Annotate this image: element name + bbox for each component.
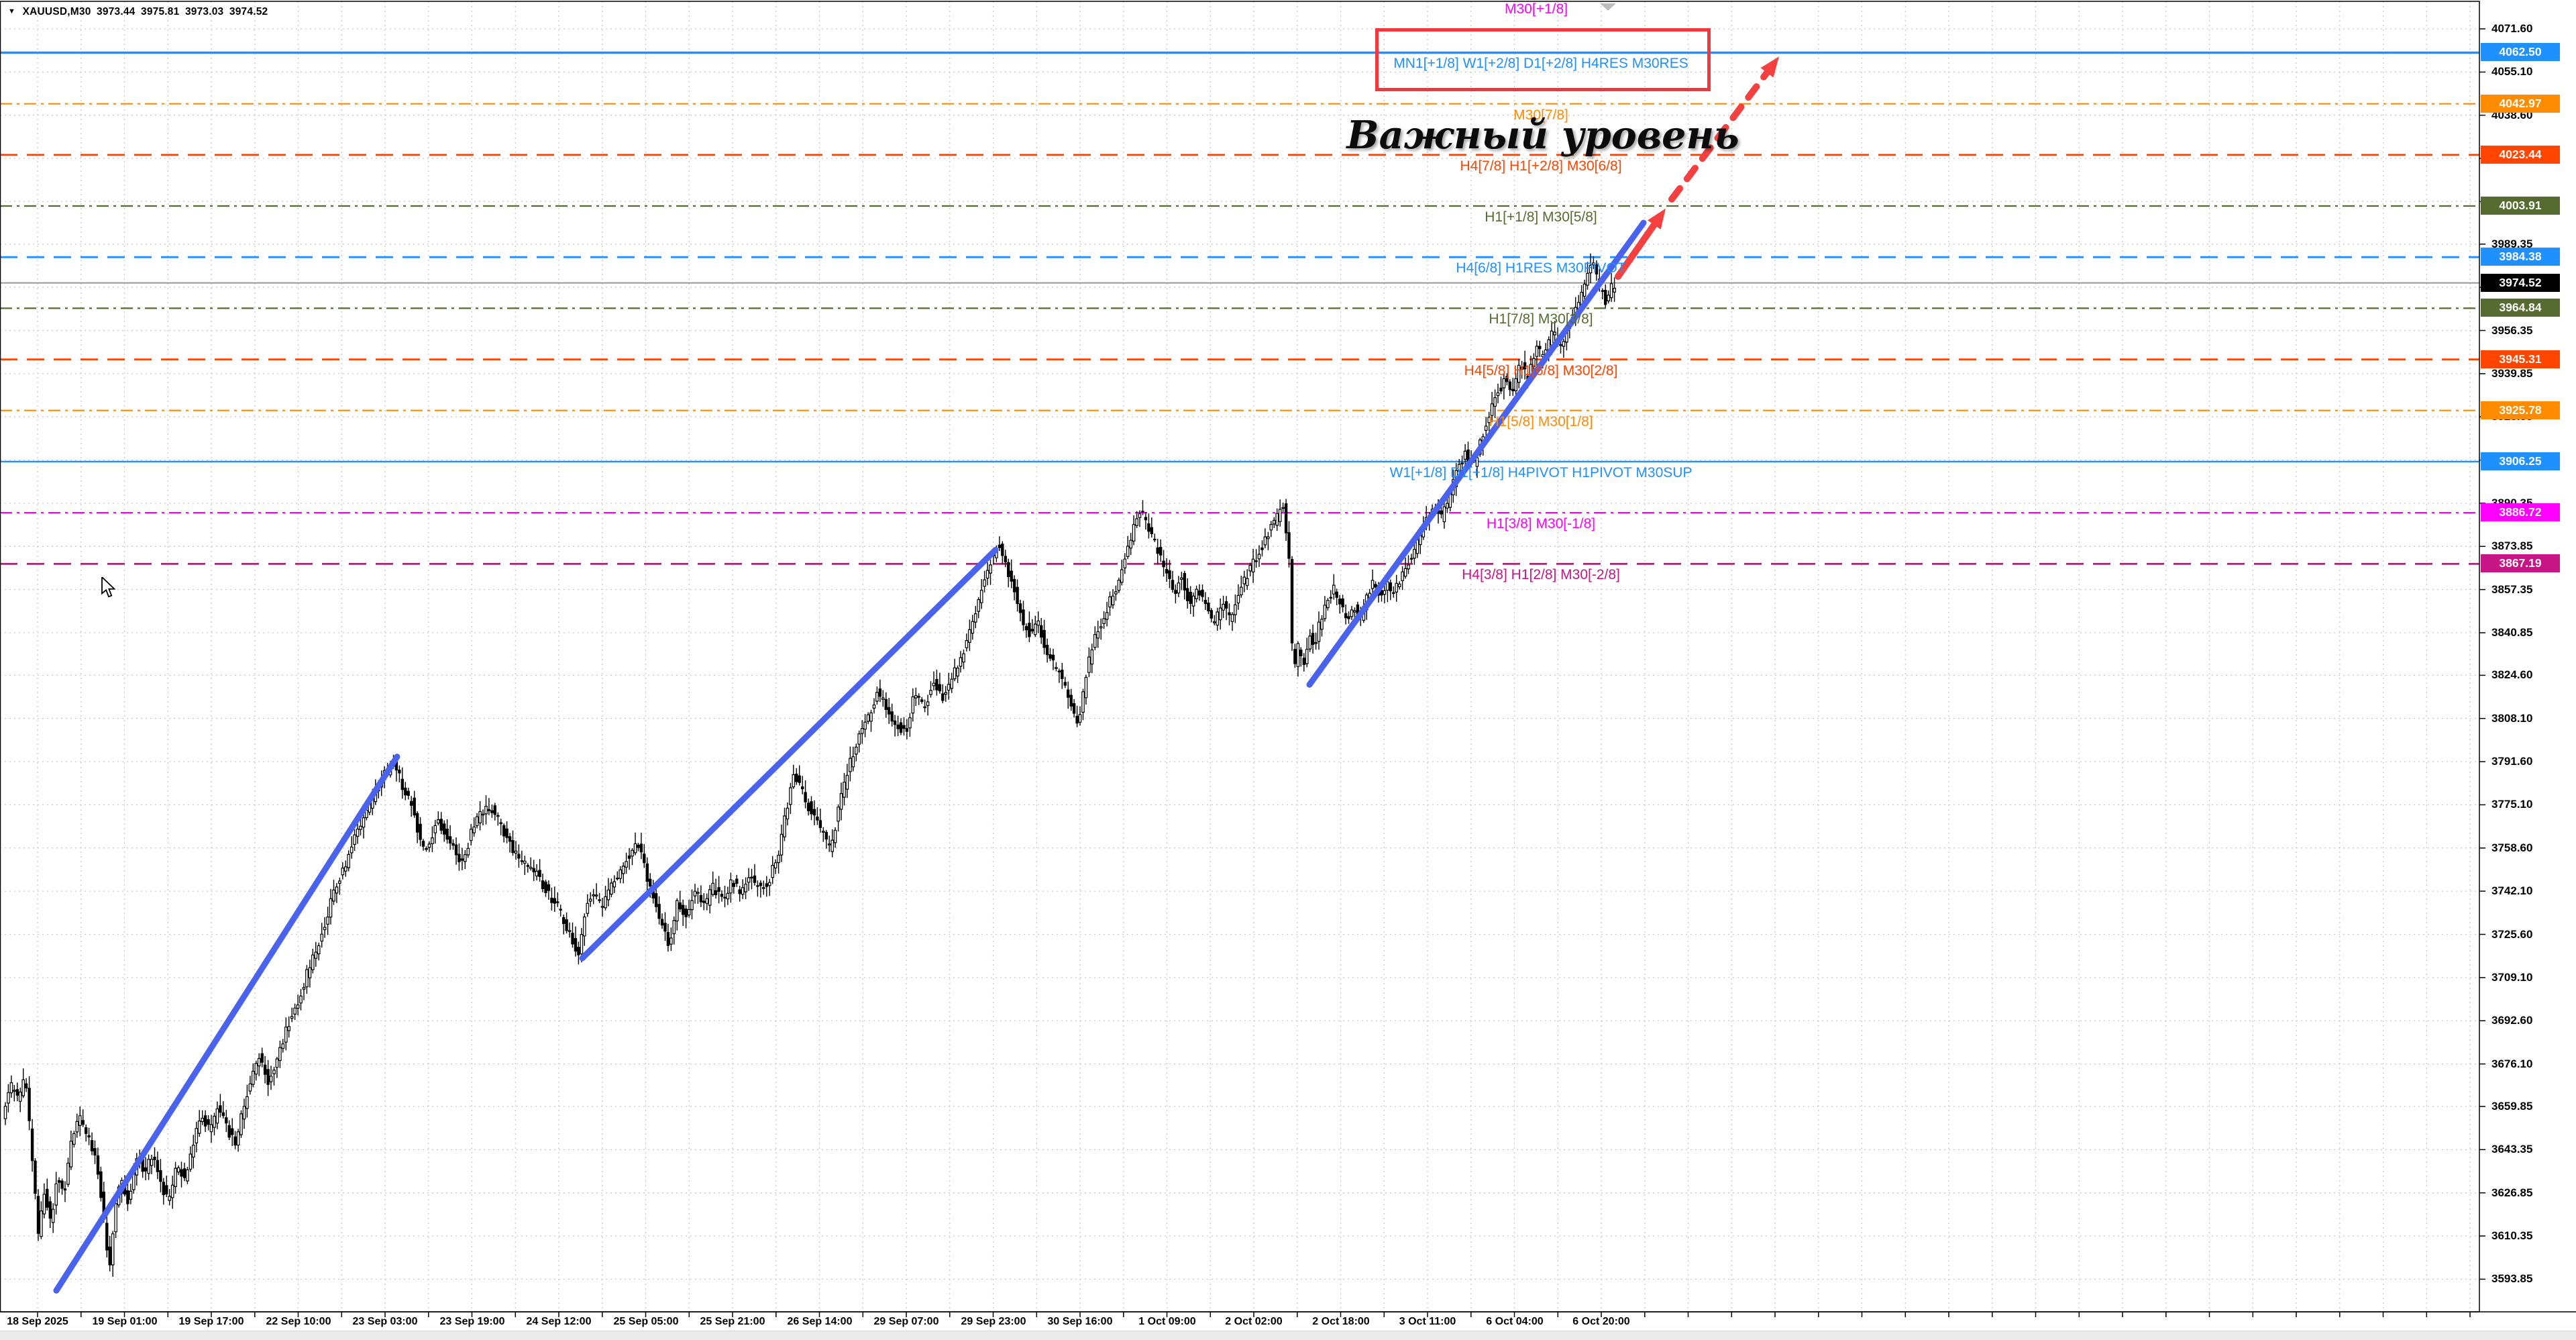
price-tick-label: 3725.60: [2491, 928, 2533, 941]
price-tick-label: 4071.60: [2491, 22, 2533, 35]
date-tick-label: 2 Oct 18:00: [1312, 1316, 1370, 1327]
ohlc-high: 3975.81: [141, 6, 180, 17]
chart-title: ▼ XAUUSD,M30 3973.44 3975.81 3973.03 397…: [8, 6, 270, 18]
date-tick-label: 30 Sep 16:00: [1047, 1316, 1113, 1327]
price-tick-label: 3791.60: [2491, 755, 2533, 768]
date-tick-label: 6 Oct 04:00: [1486, 1316, 1544, 1327]
price-tick-label: 3709.10: [2491, 971, 2533, 984]
murrey-level-label: H1[7/8] M30[3/8]: [1489, 311, 1593, 327]
trendline-3[interactable]: [1306, 219, 1647, 688]
price-level-badge: 3974.52: [2481, 274, 2560, 292]
projection-arrow-dashed-head[interactable]: [1760, 56, 1779, 78]
chart-shift-marker-icon[interactable]: [1600, 3, 1616, 11]
grid: [0, 1, 2479, 1312]
price-level-badge: 3945.31: [2481, 350, 2560, 368]
date-tick-label: 3 Oct 11:00: [1399, 1316, 1456, 1327]
date-tick-label: 1 Oct 09:00: [1138, 1316, 1196, 1327]
impulse-arrow-solid[interactable]: [1615, 215, 1662, 280]
price-tick-label: 3692.60: [2491, 1014, 2533, 1027]
price-tick-label: 3593.85: [2491, 1272, 2533, 1285]
impulse-arrow-solid-head[interactable]: [1648, 208, 1666, 229]
price-level-badge: 4023.44: [2481, 146, 2560, 164]
price-tick-label: 3610.35: [2491, 1229, 2533, 1242]
murrey-level-label: H1[+1/8] M30[5/8]: [1485, 209, 1597, 225]
important-level-text[interactable]: Важный уровень: [1346, 113, 1739, 158]
horizontal-scrollbar-area[interactable]: [0, 1331, 2576, 1340]
price-tick-label: 3989.35: [2491, 238, 2533, 250]
price-level-badge: 4042.97: [2481, 95, 2560, 113]
price-tick-label: 3873.85: [2491, 539, 2533, 552]
price-tick-label: 3939.85: [2491, 367, 2533, 380]
date-tick-label: 24 Sep 12:00: [526, 1316, 592, 1327]
price-level-badge: 3886.72: [2481, 503, 2560, 521]
mouse-cursor-icon: [101, 577, 116, 598]
price-level-badge: 3867.19: [2481, 554, 2560, 572]
murrey-level-label: H1[3/8] M30[-1/8]: [1486, 516, 1596, 531]
trendline-1[interactable]: [53, 754, 400, 1294]
murrey-level-label-offscreen: M30[+1/8]: [1505, 1, 1568, 17]
date-tick-label: 29 Sep 07:00: [873, 1316, 939, 1327]
murrey-level-label: MN1[+1/8] W1[+2/8] D1[+2/8] H4RES M30RES: [1393, 56, 1688, 71]
price-tick-label: 3824.60: [2491, 668, 2533, 681]
price-tick-label: 3775.10: [2491, 798, 2533, 811]
price-tick-label: 3659.85: [2491, 1100, 2533, 1113]
date-tick-label: 6 Oct 20:00: [1572, 1316, 1630, 1327]
date-tick-label: 25 Sep 05:00: [613, 1316, 679, 1327]
price-tick-label: 3956.35: [2491, 324, 2533, 337]
murrey-level-label: H1[5/8] M30[1/8]: [1489, 414, 1593, 429]
price-level-badge: 3984.38: [2481, 248, 2560, 266]
murrey-level-label: H4[5/8] H1[6/8] M30[2/8]: [1464, 363, 1618, 378]
date-tick-label: 25 Sep 21:00: [700, 1316, 765, 1327]
ohlc-close: 3974.52: [229, 6, 268, 17]
murrey-level-label: W1[+1/8] D1[+1/8] H4PIVOT H1PIVOT M30SUP: [1389, 465, 1693, 480]
murrey-level-label: H4[7/8] H1[+2/8] M30[6/8]: [1460, 158, 1622, 174]
price-tick-label: 3742.10: [2491, 884, 2533, 897]
date-tick-label: 23 Sep 03:00: [352, 1316, 418, 1327]
date-tick-label: 29 Sep 23:00: [961, 1316, 1026, 1327]
date-tick-label: 26 Sep 14:00: [787, 1316, 853, 1327]
price-level-badge: 3964.84: [2481, 299, 2560, 317]
murrey-level-lines: [0, 51, 2479, 565]
important-level-box[interactable]: [1375, 28, 1711, 91]
price-tick-label: 3643.35: [2491, 1143, 2533, 1155]
price-level-badge: 4003.91: [2481, 197, 2560, 215]
ohlc-toggle-icon[interactable]: ▼: [8, 7, 16, 15]
price-tick-label: 4055.10: [2491, 65, 2533, 78]
price-tick-label: 3676.10: [2491, 1058, 2533, 1070]
ohlc-low: 3973.03: [184, 6, 224, 17]
projection-arrow-dashed[interactable]: [1668, 64, 1774, 203]
price-tick-label: 3626.85: [2491, 1186, 2533, 1199]
date-tick-label: 2 Oct 02:00: [1225, 1316, 1283, 1327]
date-tick-label: 19 Sep 01:00: [92, 1316, 158, 1327]
price-tick-label: 3758.60: [2491, 841, 2533, 854]
trendline-2[interactable]: [579, 547, 999, 962]
date-tick-label: 22 Sep 10:00: [266, 1316, 331, 1327]
price-tick-label: 3857.35: [2491, 583, 2533, 596]
ohlc-open: 3973.44: [97, 6, 136, 17]
plot-frame: [0, 1, 2480, 1312]
price-level-badge: 3925.78: [2481, 401, 2560, 419]
price-tick-label: 3808.10: [2491, 712, 2533, 725]
price-tick-label: 3840.85: [2491, 626, 2533, 639]
date-tick-label: 18 Sep 2025: [7, 1316, 68, 1327]
candlesticks: [3, 253, 1616, 1277]
murrey-level-label: H4[3/8] H1[2/8] M30[-2/8]: [1462, 567, 1620, 582]
date-tick-label: 23 Sep 19:00: [439, 1316, 505, 1327]
murrey-level-label: H4[6/8] H1RES M30PIVOT: [1456, 260, 1626, 276]
price-level-badge: 3906.25: [2481, 452, 2560, 470]
murrey-level-label: M30[7/8]: [1513, 107, 1568, 123]
price-level-badge: 4062.50: [2481, 43, 2560, 61]
symbol-timeframe: XAUUSD,M30: [22, 6, 91, 17]
date-tick-label: 19 Sep 17:00: [178, 1316, 244, 1327]
